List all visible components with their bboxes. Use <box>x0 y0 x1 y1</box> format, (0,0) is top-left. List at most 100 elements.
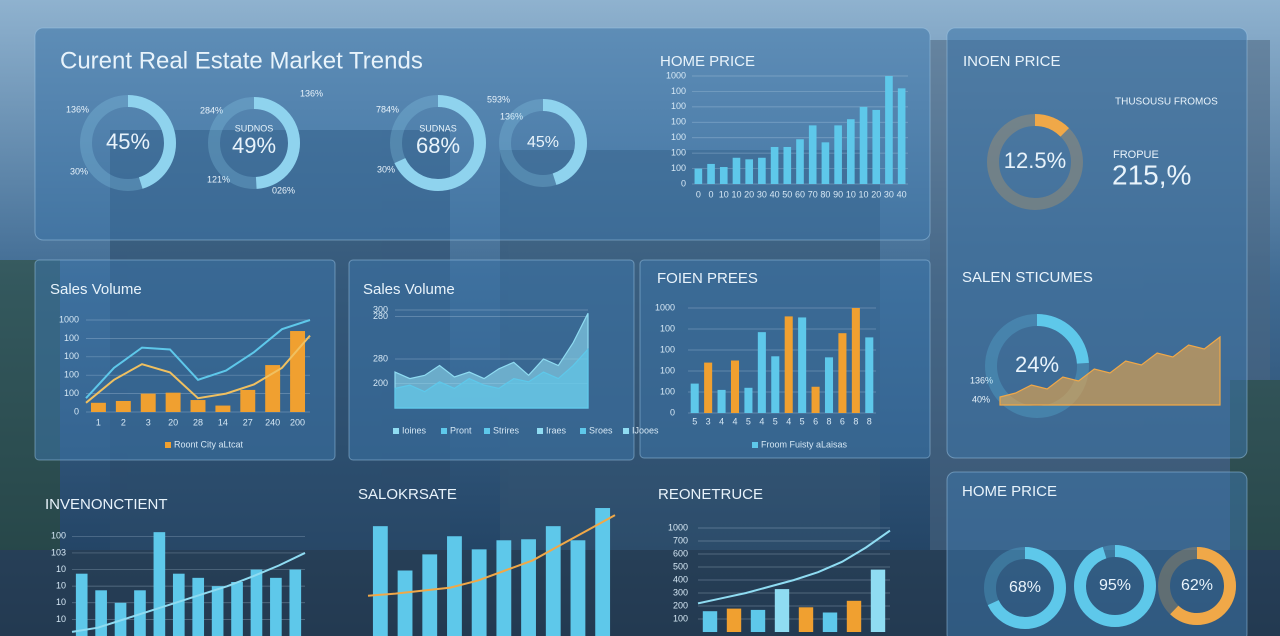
annotation: 136% <box>500 111 523 121</box>
line <box>71 552 306 633</box>
donut-arc <box>987 114 1083 210</box>
bar <box>838 333 847 413</box>
x-tick-label: 200 <box>290 417 305 427</box>
annotation: 121% <box>207 174 230 184</box>
x-tick-label: 0 <box>709 189 714 199</box>
y-tick-label: 1000 <box>668 522 688 532</box>
legend-swatch <box>393 428 399 434</box>
y-tick-label: 10 <box>56 564 66 574</box>
bar <box>846 600 862 632</box>
area <box>999 335 1221 406</box>
annotation: 284% <box>200 105 223 115</box>
bar <box>872 109 881 184</box>
x-tick-label: 20 <box>168 417 178 427</box>
bar <box>730 360 740 413</box>
line <box>367 514 616 597</box>
y-tick-label: 100 <box>51 531 66 541</box>
x-tick-label: 4 <box>732 416 737 426</box>
annotation: 026% <box>272 185 295 195</box>
annotation: 784% <box>376 104 399 114</box>
x-tick-label: 0 <box>696 189 701 199</box>
donut-value: 12.5% <box>1004 148 1066 173</box>
y-tick-label: 103 <box>51 547 66 557</box>
legend-label: Pront <box>450 425 472 435</box>
line <box>85 319 311 399</box>
bar <box>811 386 820 413</box>
annotation: 136% <box>300 88 323 98</box>
legend-label: Ioines <box>402 425 427 435</box>
bar <box>471 549 487 636</box>
x-tick-label: 20 <box>871 189 881 199</box>
y-tick-label: 0 <box>681 178 686 188</box>
legend-label: Roont City aLtcat <box>174 439 244 449</box>
bar <box>690 383 699 413</box>
annotation: THUSOUSU FROMOS <box>1115 97 1218 108</box>
bar <box>496 540 512 636</box>
bar <box>732 157 741 184</box>
chart-title: FOIEN PREES <box>657 270 758 287</box>
y-tick-label: 100 <box>64 351 79 361</box>
y-tick-label: 400 <box>673 574 688 584</box>
bar <box>231 582 243 636</box>
x-tick-label: 28 <box>193 417 203 427</box>
bar <box>422 554 438 636</box>
x-tick-label: 5 <box>746 416 751 426</box>
chart-title: HOME PRICE <box>962 483 1057 500</box>
x-tick-label: 3 <box>146 417 151 427</box>
x-tick-label: 5 <box>692 416 697 426</box>
donut-arc <box>1074 545 1156 627</box>
bar <box>834 125 842 184</box>
bar <box>870 569 886 632</box>
y-tick-label: 200 <box>373 378 388 388</box>
bar <box>885 76 893 184</box>
donut-label: SUDNAS <box>419 123 457 133</box>
y-tick-label: 200 <box>673 600 688 610</box>
bar <box>745 159 753 184</box>
bar <box>95 590 107 636</box>
donut-value: 45% <box>106 129 150 154</box>
donut-arc <box>499 99 587 187</box>
y-tick-label: 100 <box>660 386 675 396</box>
bar <box>75 573 88 636</box>
bar <box>784 316 793 413</box>
x-tick-label: 27 <box>243 417 253 427</box>
legend-swatch <box>623 428 629 434</box>
donut-arc <box>208 97 300 189</box>
bar <box>770 146 779 184</box>
panel <box>34 259 336 461</box>
x-tick-label: 3 <box>706 416 711 426</box>
panel <box>348 259 635 461</box>
donut-value: 62% <box>1181 577 1213 594</box>
bar <box>702 611 718 632</box>
y-tick-label: 1000 <box>655 302 675 312</box>
bar <box>796 139 804 184</box>
x-tick-label: 60 <box>795 189 805 199</box>
x-tick-label: 30 <box>757 189 767 199</box>
x-tick-label: 4 <box>759 416 764 426</box>
legend-swatch <box>441 428 447 434</box>
area <box>394 347 589 409</box>
bar <box>211 586 224 636</box>
x-tick-label: 10 <box>846 189 856 199</box>
legend-label: Strires <box>493 425 520 435</box>
x-tick-label: 30 <box>884 189 894 199</box>
bar <box>897 88 906 184</box>
donut-value: 24% <box>1015 352 1059 377</box>
y-tick-label: 280 <box>373 353 388 363</box>
x-tick-label: 10 <box>859 189 869 199</box>
x-tick-label: 1 <box>96 417 101 427</box>
donut-arc <box>984 547 1066 629</box>
bar <box>758 157 766 184</box>
bar <box>851 308 860 413</box>
annotation: 136% <box>66 104 89 114</box>
y-tick-label: 100 <box>671 86 686 96</box>
legend-swatch <box>165 442 171 448</box>
x-tick-label: 2 <box>121 417 126 427</box>
bar <box>165 392 181 412</box>
x-tick-label: 6 <box>840 416 845 426</box>
annotation: 30% <box>377 164 395 174</box>
x-tick-label: 50 <box>782 189 792 199</box>
annotation: FROPUE <box>1113 149 1159 161</box>
line <box>85 334 311 404</box>
x-tick-label: 5 <box>773 416 778 426</box>
